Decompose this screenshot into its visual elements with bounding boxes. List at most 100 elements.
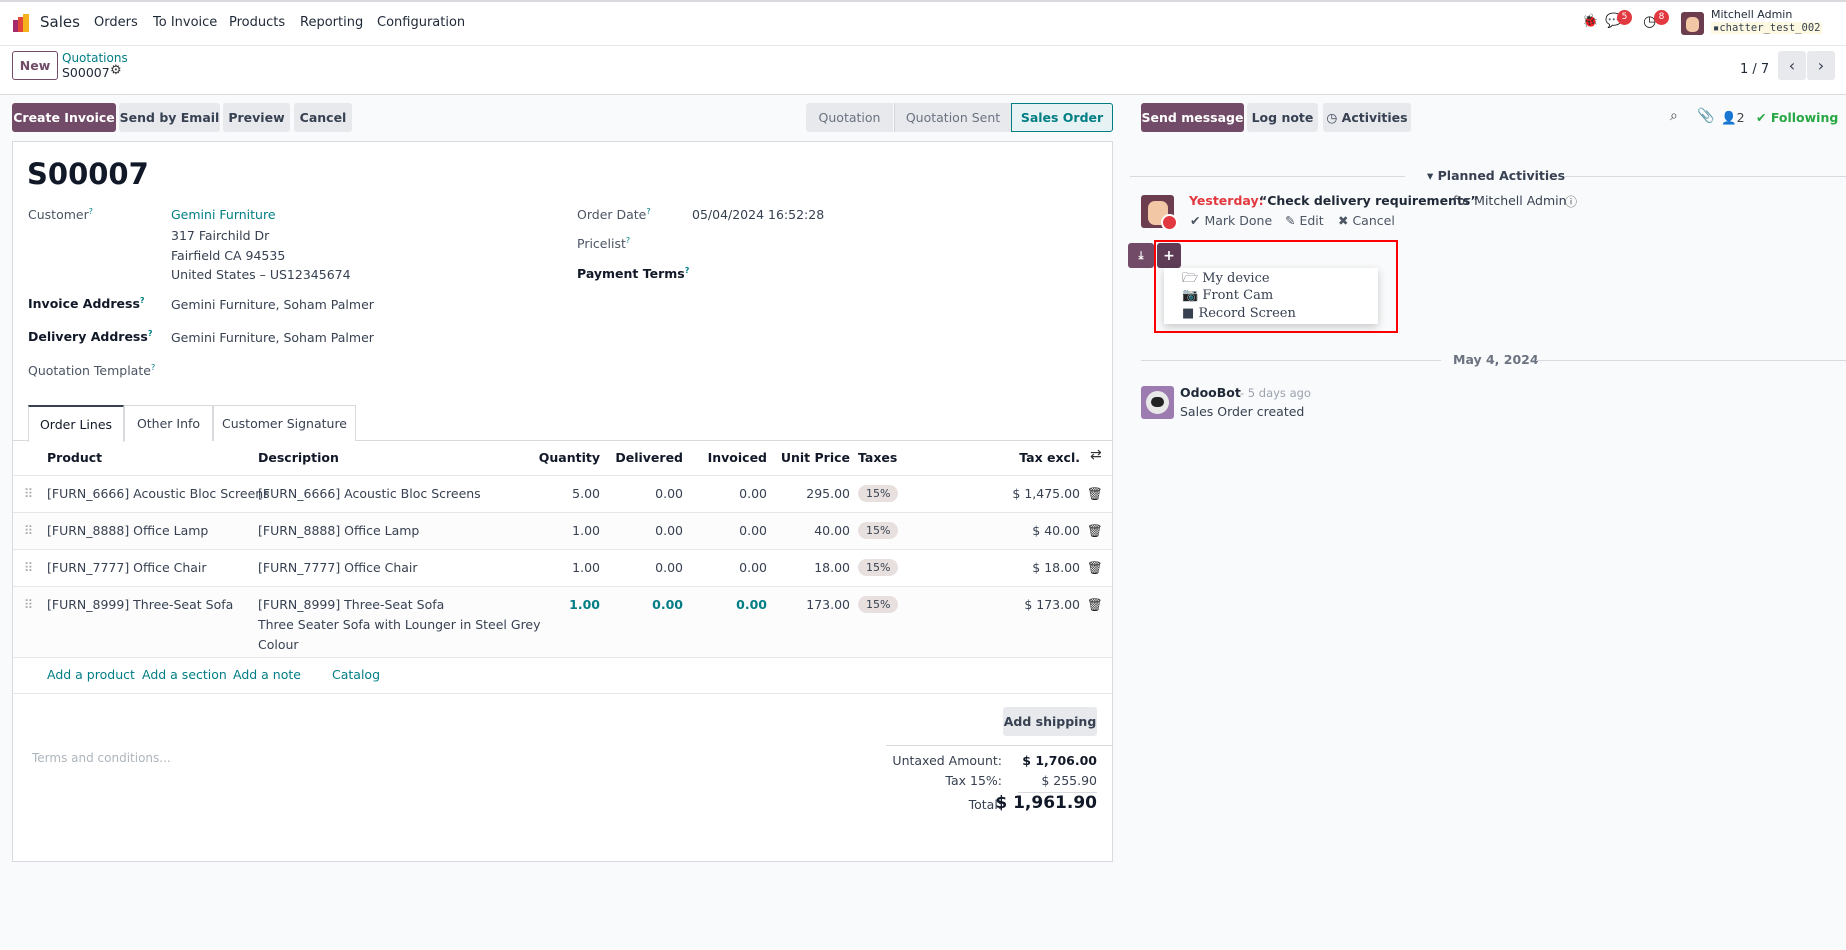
tab-other-info[interactable]: Other Info <box>124 405 213 441</box>
col-quantity[interactable]: Quantity <box>538 450 600 465</box>
table-row[interactable] <box>13 549 1112 586</box>
col-delivered[interactable]: Delivered <box>615 450 683 465</box>
menu-orders[interactable]: Orders <box>94 15 138 30</box>
menu-to-invoice[interactable]: To Invoice <box>153 15 218 30</box>
col-taxes[interactable]: Taxes <box>858 450 898 465</box>
trash-icon[interactable]: 🗑 <box>1087 523 1103 538</box>
drag-handle-icon[interactable]: ⠿ <box>24 597 34 612</box>
attachment-icon[interactable]: 📎 <box>1697 108 1715 124</box>
bug-icon[interactable]: 🐞 <box>1582 14 1599 29</box>
menu-record-screen[interactable]: ■ Record Screen <box>1182 306 1296 321</box>
unit-price-cell[interactable]: 40.00 <box>814 523 850 538</box>
pager-value[interactable]: 1 / 7 <box>1740 62 1770 77</box>
preview-button[interactable]: Preview <box>223 103 290 132</box>
following-button[interactable]: ✔ Following <box>1756 110 1839 125</box>
tab-customer-signature[interactable]: Customer Signature <box>213 405 356 441</box>
unit-price-cell[interactable]: 173.00 <box>806 597 850 612</box>
quotation-template-field[interactable] <box>171 360 551 382</box>
unit-price-cell[interactable]: 18.00 <box>814 560 850 575</box>
delivery-address-field[interactable]: Gemini Furniture, Soham Palmer <box>171 330 374 345</box>
new-button[interactable]: New <box>12 51 58 80</box>
product-cell[interactable]: [FURN_8999] Three-Seat Sofa <box>47 597 234 612</box>
col-unit-price[interactable]: Unit Price <box>780 450 850 465</box>
add-product-link[interactable]: Add a product <box>47 667 135 682</box>
help-icon[interactable]: ? <box>646 207 651 216</box>
send-message-button[interactable]: Send message <box>1141 103 1244 132</box>
catalog-link[interactable]: Catalog <box>332 667 381 682</box>
unit-price-cell[interactable]: 295.00 <box>806 486 850 501</box>
help-icon[interactable]: ? <box>147 329 153 338</box>
create-invoice-button[interactable]: Create Invoice <box>12 103 116 132</box>
quantity-cell[interactable]: 1.00 <box>572 560 600 575</box>
menu-reporting[interactable]: Reporting <box>300 15 364 30</box>
menu-my-device[interactable]: 🗁 My device <box>1182 269 1270 291</box>
menu-products[interactable]: Products <box>229 15 286 30</box>
cancel-button[interactable]: Cancel <box>294 103 352 132</box>
send-by-email-button[interactable]: Send by Email <box>119 103 220 132</box>
sales-app-icon[interactable] <box>13 14 33 34</box>
invoice-address-field[interactable]: Gemini Furniture, Soham Palmer <box>171 297 374 312</box>
tax-badge[interactable]: 15% <box>858 485 899 502</box>
drag-handle-icon[interactable]: ⠿ <box>24 560 34 575</box>
table-row[interactable] <box>13 475 1112 512</box>
description-cell[interactable]: [FURN_6666] Acoustic Bloc Screens <box>258 486 481 501</box>
add-attachment-button[interactable]: + <box>1157 243 1181 268</box>
trash-icon[interactable]: 🗑 <box>1087 560 1103 575</box>
product-cell[interactable]: [FURN_7777] Office Chair <box>47 560 207 575</box>
col-description[interactable]: Description <box>258 450 339 465</box>
tab-order-lines[interactable]: Order Lines <box>28 405 124 442</box>
menu-front-cam[interactable]: 📷 Front Cam <box>1182 288 1273 303</box>
trash-icon[interactable]: 🗑 <box>1087 597 1103 612</box>
col-product[interactable]: Product <box>47 450 103 465</box>
add-shipping-button[interactable]: Add shipping <box>1003 707 1097 736</box>
drag-handle-icon[interactable]: ⠿ <box>24 486 34 501</box>
product-cell[interactable]: [FURN_6666] Acoustic Bloc Screens <box>47 486 270 501</box>
order-date-field[interactable]: 05/04/2024 16:52:28 <box>692 207 825 222</box>
col-tax-excl[interactable]: Tax excl. <box>1019 450 1080 465</box>
cancel-activity-button[interactable]: ✖ Cancel <box>1338 213 1395 228</box>
description-cell[interactable]: [FURN_7777] Office Chair <box>258 560 418 575</box>
quantity-cell[interactable]: 1.00 <box>572 523 600 538</box>
edit-activity-button[interactable]: ✎ Edit <box>1285 213 1324 228</box>
drag-handle-icon[interactable]: ⠿ <box>24 523 34 538</box>
table-row[interactable] <box>13 512 1112 549</box>
mark-done-button[interactable]: ✔ Mark Done <box>1190 213 1273 228</box>
description-cell[interactable]: [FURN_8999] Three-Seat Sofa <box>258 597 445 612</box>
terms-and-conditions-input[interactable]: Terms and conditions... <box>32 751 171 765</box>
breadcrumb-quotations[interactable]: Quotations <box>62 51 128 65</box>
table-row[interactable] <box>13 586 1112 657</box>
payment-terms-field[interactable] <box>692 263 1072 285</box>
status-quotation[interactable]: Quotation <box>806 103 893 132</box>
help-icon[interactable]: ? <box>625 236 631 245</box>
planned-activities-toggle[interactable]: ▾ Planned Activities <box>1427 168 1566 183</box>
app-name[interactable]: Sales <box>40 13 80 31</box>
quantity-cell[interactable]: 5.00 <box>572 486 600 501</box>
message-author[interactable]: OdooBot <box>1180 385 1241 400</box>
add-note-link[interactable]: Add a note <box>233 667 301 682</box>
product-cell[interactable]: [FURN_8888] Office Lamp <box>47 523 209 538</box>
followers-button[interactable]: 👤2 <box>1721 110 1745 125</box>
user-name[interactable]: Mitchell Admin <box>1711 8 1793 21</box>
help-icon[interactable]: ? <box>88 207 93 216</box>
description-cell[interactable]: [FURN_8888] Office Lamp <box>258 523 420 538</box>
status-quotation-sent[interactable]: Quotation Sent <box>894 103 1011 132</box>
user-avatar[interactable] <box>1681 12 1704 35</box>
pager-next-button[interactable]: › <box>1807 51 1835 80</box>
odoobot-avatar[interactable] <box>1141 386 1174 419</box>
customer-field[interactable]: Gemini Furniture <box>171 207 276 222</box>
pager-prev-button[interactable]: ‹ <box>1778 51 1806 80</box>
gear-icon[interactable]: ⚙ <box>110 63 122 78</box>
quantity-cell[interactable]: 1.00 <box>569 597 600 612</box>
search-icon[interactable]: ⌕ <box>1670 108 1678 124</box>
info-icon[interactable]: ⓘ <box>1565 195 1578 209</box>
clock-icon[interactable]: ◷ <box>1643 12 1657 30</box>
activities-button[interactable]: ◷ Activities <box>1323 103 1411 132</box>
trash-icon[interactable]: 🗑 <box>1087 486 1103 501</box>
pricelist-field[interactable] <box>692 233 1072 255</box>
help-icon[interactable]: ? <box>150 363 156 372</box>
menu-configuration[interactable]: Configuration <box>377 15 466 30</box>
optional-columns-icon[interactable]: ⇄ <box>1090 447 1102 463</box>
add-section-link[interactable]: Add a section <box>142 667 227 682</box>
tax-badge[interactable]: 15% <box>858 522 899 539</box>
help-icon[interactable]: ? <box>684 266 690 275</box>
